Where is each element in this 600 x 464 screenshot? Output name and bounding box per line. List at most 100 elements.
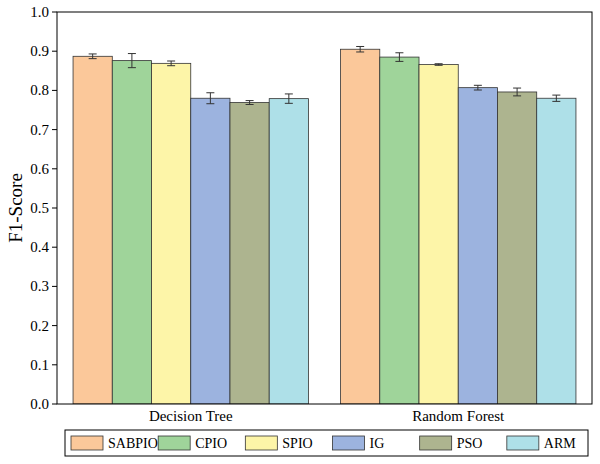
y-tick-label: 1.0: [30, 4, 49, 20]
error-line: [210, 93, 211, 104]
legend-swatch: [71, 436, 103, 450]
error-cap: [552, 101, 560, 102]
error-cap: [128, 53, 136, 54]
error-cap: [167, 61, 175, 62]
error-bar: [474, 85, 482, 90]
error-bar: [167, 61, 175, 66]
bar: [191, 98, 230, 404]
y-tick: [52, 247, 57, 248]
bar: [341, 49, 380, 404]
y-tick-label: 0.8: [30, 82, 49, 98]
error-cap: [206, 103, 214, 104]
y-tick: [52, 286, 57, 287]
bar: [537, 98, 576, 404]
error-cap: [128, 67, 136, 68]
error-bar: [206, 93, 214, 104]
y-tick-label: 0.5: [30, 200, 49, 216]
legend-label: SPIO: [282, 436, 312, 451]
legend-box: [65, 430, 588, 456]
error-bar: [285, 94, 293, 103]
bar: [73, 56, 112, 404]
error-bar: [552, 95, 560, 101]
error-line: [399, 53, 400, 62]
error-cap: [513, 88, 521, 89]
error-bar: [513, 88, 521, 96]
legend-swatch: [158, 436, 190, 450]
error-cap: [89, 53, 97, 54]
legend-label: SABPIO: [108, 436, 158, 451]
y-tick: [52, 364, 57, 365]
error-line: [288, 94, 289, 103]
legend-label: ARM: [544, 436, 576, 451]
error-cap: [513, 95, 521, 96]
legend-swatch: [245, 436, 277, 450]
y-tick: [52, 12, 57, 13]
error-cap: [89, 58, 97, 59]
legend-swatch: [333, 436, 365, 450]
error-line: [360, 46, 361, 51]
error-line: [556, 95, 557, 101]
y-tick-label: 0.7: [30, 122, 49, 138]
y-tick: [52, 129, 57, 130]
page: {"chart_data": { "type": "bar", "y_label…: [0, 0, 600, 464]
error-cap: [474, 85, 482, 86]
bar: [269, 99, 308, 404]
y-axis-label: F1-Score: [5, 173, 26, 243]
y-tick: [52, 90, 57, 91]
error-cap: [474, 90, 482, 91]
error-cap: [285, 93, 293, 94]
bar: [419, 65, 458, 404]
error-bars: [89, 46, 561, 104]
x-tick-label: Decision Tree: [149, 408, 233, 424]
error-cap: [435, 65, 443, 66]
error-bar: [356, 46, 364, 51]
bar: [230, 103, 269, 404]
error-cap: [356, 46, 364, 47]
y-tick-label: 0.0: [30, 396, 49, 412]
bar: [112, 61, 151, 404]
y-tick: [52, 325, 57, 326]
y-tick: [52, 168, 57, 169]
legend: SABPIO CPIO SPIO IG PSO ARM: [65, 430, 588, 456]
y-tick: [52, 208, 57, 209]
x-tick-label: Random Forest: [412, 408, 505, 424]
error-line: [131, 54, 132, 68]
legend-label: IG: [370, 436, 385, 451]
y-tick-label: 0.6: [30, 161, 49, 177]
y-tick-label: 0.3: [30, 278, 49, 294]
error-cap: [206, 92, 214, 93]
error-line: [477, 85, 478, 90]
error-bar: [89, 54, 97, 59]
bar: [380, 57, 419, 404]
y-tick-label: 0.2: [30, 318, 49, 334]
error-line: [517, 88, 518, 96]
y-tick-label: 0.9: [30, 43, 49, 59]
error-cap: [167, 65, 175, 66]
bar: [458, 88, 497, 404]
error-bar: [246, 101, 254, 105]
chart: 0.0 0.1 0.2 0.3 0.4 0.5 0.6 0.7 0.8 0.9 1.0 Decisio…: [0, 0, 600, 464]
error-bar: [435, 64, 443, 66]
bars: [73, 49, 576, 404]
error-bar: [128, 54, 136, 68]
legend-label: PSO: [457, 436, 483, 451]
error-cap: [356, 51, 364, 52]
error-line: [171, 61, 172, 66]
error-cap: [395, 61, 403, 62]
legend-label: CPIO: [195, 436, 227, 451]
y-tick-label: 0.1: [30, 357, 49, 373]
error-cap: [395, 52, 403, 53]
bar: [497, 92, 536, 404]
error-cap: [285, 103, 293, 104]
legend-swatch: [420, 436, 452, 450]
error-cap: [552, 95, 560, 96]
legend-swatch: [507, 436, 539, 450]
bar: [152, 63, 191, 404]
error-cap: [435, 63, 443, 64]
plot-frame: [57, 12, 592, 404]
error-cap: [246, 104, 254, 105]
error-cap: [246, 100, 254, 101]
y-tick: [52, 51, 57, 52]
y-tick-label: 0.4: [30, 239, 49, 255]
error-line: [249, 101, 250, 105]
